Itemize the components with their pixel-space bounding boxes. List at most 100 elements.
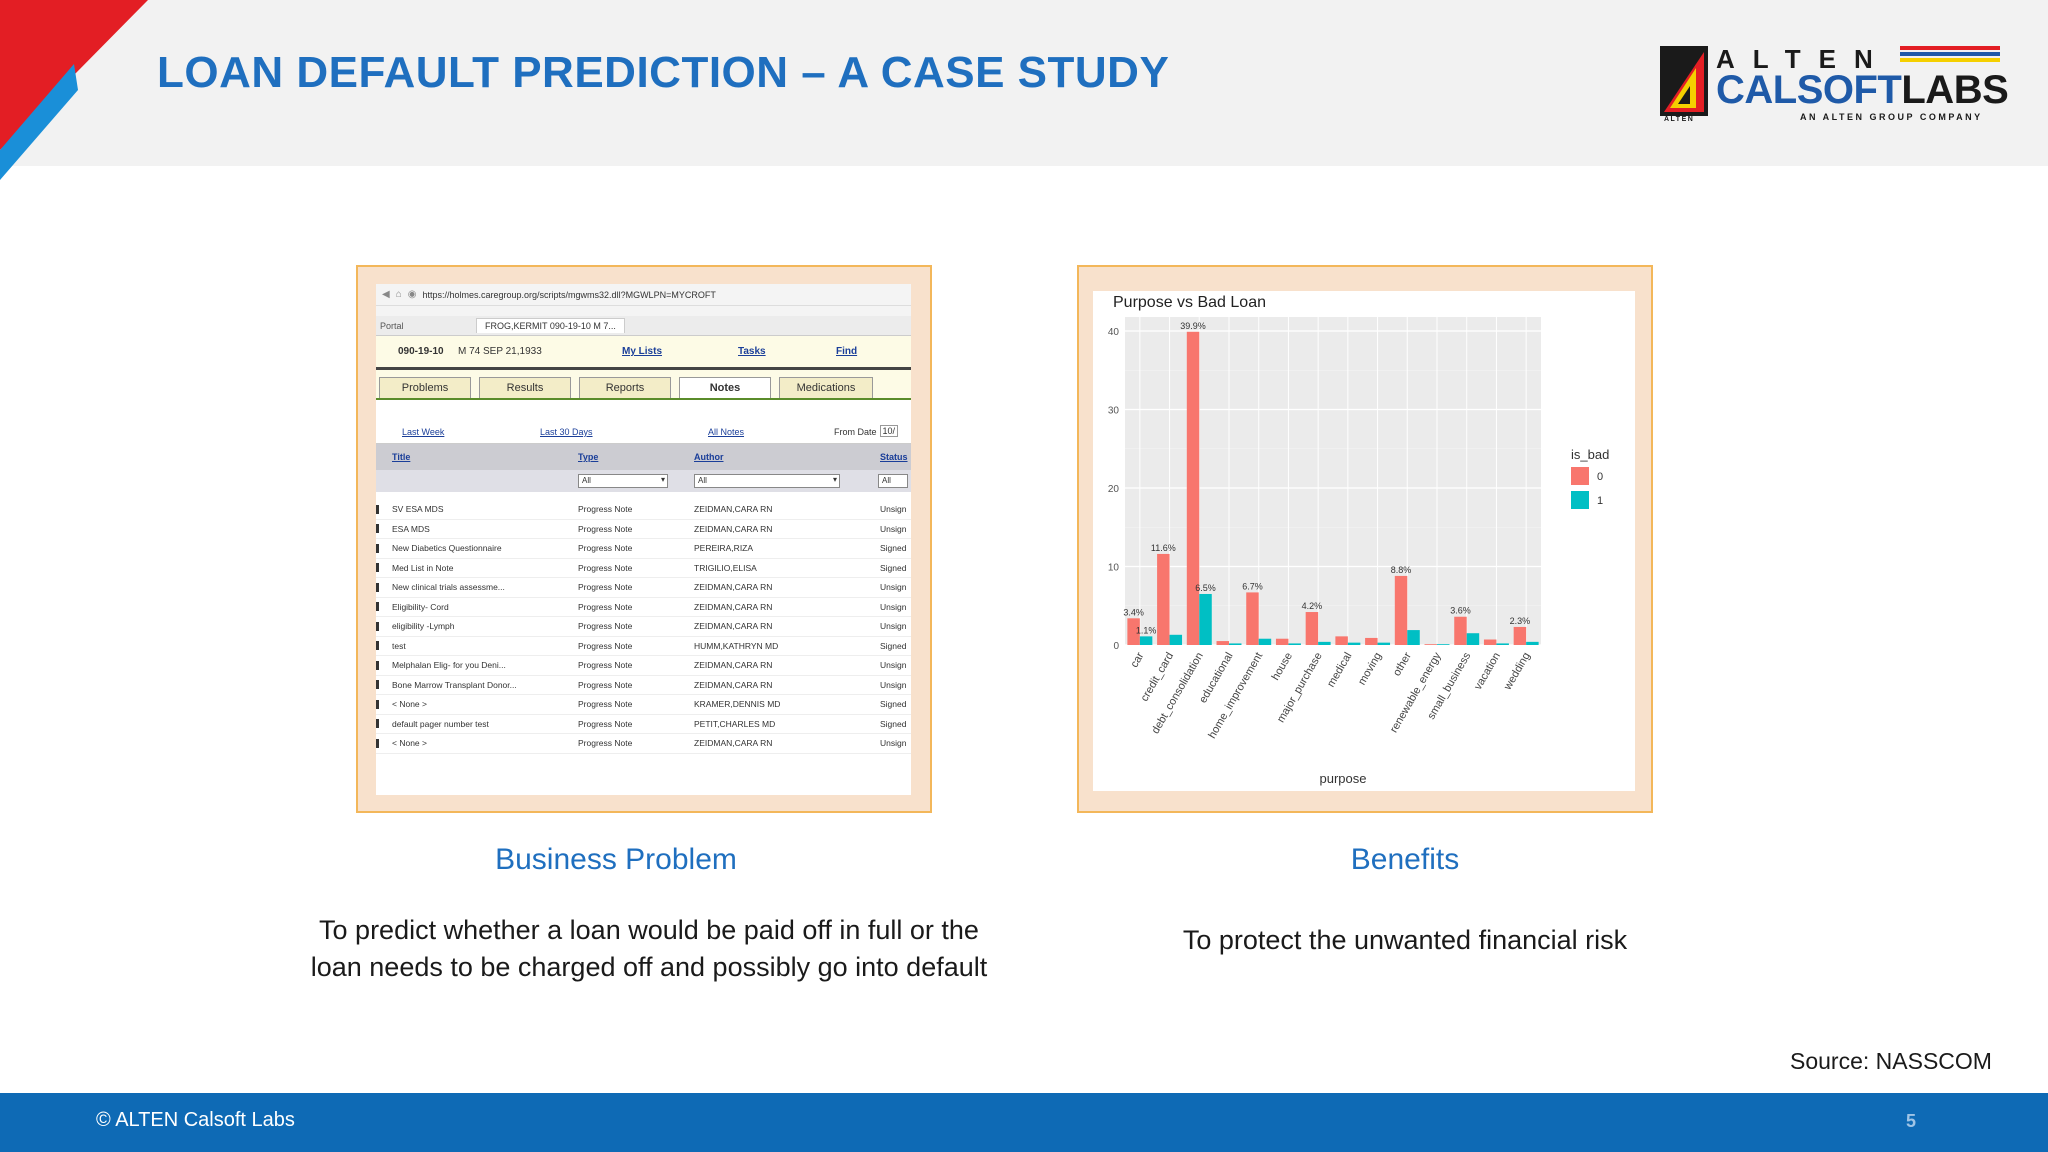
bar-0-debt_consolidation <box>1186 331 1200 645</box>
emr-link-tasks: Tasks <box>738 346 766 357</box>
logo-main-word: CALSOFTLABS <box>1716 68 2009 113</box>
corner-blue-stripe <box>0 64 78 180</box>
data-label: 3.6% <box>1450 606 1471 616</box>
bar-0-car <box>1127 618 1140 645</box>
cell-type: Progress Note <box>578 718 633 729</box>
cell-title: Bone Marrow Transplant Donor... <box>392 679 517 690</box>
cell-type: Progress Note <box>578 601 633 612</box>
emr-filter-lastweek: Last Week <box>402 427 445 437</box>
x-tick-label: vacation <box>1472 651 1503 692</box>
x-tick-label: medical <box>1325 651 1354 690</box>
cell-author: ZEIDMAN,CARA RN <box>694 621 773 632</box>
emr-filter-all: All Notes <box>708 427 745 437</box>
cell-author: HUMM,KATHRYN MD <box>694 640 779 651</box>
chart-container: 0 10 20 30 40 3.4% 1.1% car 11.6% credit_card 39.9… <box>1093 291 1635 791</box>
y-tick-label: 30 <box>1108 406 1120 417</box>
bar-1-vacation <box>1496 643 1509 645</box>
bar-1-car <box>1139 636 1153 645</box>
emr-patient-info: 090-19-10 M 74 SEP 21,1933 My Lists Task… <box>376 336 911 370</box>
bar-0-small_business <box>1454 616 1467 645</box>
emr-filter-from-value: 10/ <box>879 425 899 437</box>
emr-url-text: https://holmes.caregroup.org/scripts/mgw… <box>422 289 716 300</box>
cell-title: < None > <box>392 699 427 710</box>
bar-0-house <box>1275 638 1289 645</box>
cell-status: Signed <box>880 718 907 729</box>
emr-filter-selects: All ▾ All ▾ All <box>376 470 911 492</box>
emr-tab-portal: Portal <box>380 320 404 331</box>
data-label: 11.6% <box>1151 543 1176 553</box>
cell-title: eligibility -Lymph <box>392 621 455 632</box>
row-marker <box>376 660 379 670</box>
purpose-vs-bad-loan-chart: 0102030403.4%1.1%car11.6%credit_card39.9… <box>1108 294 1609 786</box>
cell-title: test <box>392 640 406 651</box>
table-row: SV ESA MDS Progress Note ZEIDMAN,CARA RN Un… <box>376 500 911 520</box>
cell-author: PETIT,CHARLES MD <box>694 718 776 729</box>
emr-select-author: All ▾ <box>694 474 840 488</box>
emr-tab-medications: Medications <box>779 377 873 398</box>
bar-1-medical <box>1347 642 1361 645</box>
source-note: Source: NASSCOM <box>1790 1048 1992 1074</box>
cell-status: Unsign <box>880 504 907 515</box>
emr-tab-results: Results <box>479 377 571 398</box>
emr-col-status: Status <box>880 452 908 462</box>
cell-status: Signed <box>880 562 907 573</box>
cell-title: default pager number test <box>392 718 489 729</box>
cell-author: ZEIDMAN,CARA RN <box>694 523 773 534</box>
table-row: default pager number test Progress Note PE… <box>376 715 911 734</box>
data-label: 4.2% <box>1302 601 1323 611</box>
business-problem-line-2: loan needs to be charged off and possibl… <box>310 952 988 982</box>
bar-1-house <box>1288 643 1301 645</box>
cell-status: Signed <box>880 699 907 710</box>
table-row: Med List in Note Progress Note TRIGILIO,EL… <box>376 559 911 578</box>
dropdown-arrow-icon: ▾ <box>660 475 665 484</box>
cell-title: New Diabetics Questionnaire <box>392 543 502 554</box>
logo-mark-icon <box>1660 46 1708 116</box>
cell-author: KRAMER,DENNIS MD <box>694 699 781 710</box>
data-label: 1.1% <box>1136 625 1157 635</box>
footer-bar: © ALTEN Calsoft Labs 5 <box>0 1093 2048 1152</box>
cell-type: Progress Note <box>578 660 633 671</box>
back-icon: ◀ <box>382 289 390 300</box>
cell-title: ESA MDS <box>392 523 430 534</box>
table-row: Bone Marrow Transplant Donor... Progress … <box>376 676 911 695</box>
data-label: 6.5% <box>1195 583 1216 593</box>
bar-0-renewable_energy <box>1424 644 1437 645</box>
emr-filter-last30: Last 30 Days <box>540 427 593 437</box>
logo-word-labs: LABS <box>1901 68 2009 112</box>
cell-title: Melphalan Elig- for you Deni... <box>392 660 506 671</box>
emr-gap <box>376 306 911 316</box>
data-label: 6.7% <box>1242 581 1263 591</box>
corner-accent <box>0 0 148 180</box>
table-row: < None > Progress Note ZEIDMAN,CARA RN Unsi… <box>376 734 911 754</box>
table-row: New clinical trials assessme... Progress … <box>376 578 911 598</box>
cell-type: Progress Note <box>578 738 633 749</box>
legend-label-0: 0 <box>1597 471 1603 483</box>
row-marker <box>376 680 379 690</box>
emr-select-author-value: All <box>698 476 707 485</box>
emr-select-status: All <box>878 474 908 488</box>
logo-top-word: ALTEN <box>1716 44 1891 74</box>
bar-0-home_improvement <box>1246 592 1259 645</box>
y-tick-label: 10 <box>1108 563 1120 574</box>
emr-table-header: Title Type Author Status <box>376 444 911 470</box>
row-marker <box>376 621 379 631</box>
cell-status: Unsign <box>880 738 907 749</box>
cell-author: ZEIDMAN,CARA RN <box>694 601 773 612</box>
cell-status: Unsign <box>880 523 907 534</box>
business-problem-text: To predict whether a loan would be paid … <box>246 912 1052 986</box>
bar-0-credit_card <box>1157 553 1170 645</box>
bar-1-major_purchase <box>1318 641 1331 645</box>
bar-1-educational <box>1229 643 1242 645</box>
x-tick-label: car <box>1128 650 1146 670</box>
bar-1-moving <box>1377 642 1391 645</box>
header-band: LOAN DEFAULT PREDICTION – A CASE STUDY A… <box>0 0 2048 180</box>
emr-link-find: Find <box>836 346 858 357</box>
emr-browser-tabs: Portal FROG,KERMIT 090-19-10 M 7... <box>376 316 911 336</box>
emr-tab-problems: Problems <box>379 377 471 398</box>
emr-filters: Last Week Last 30 Days All Notes From Da… <box>376 400 911 444</box>
legend-label-1: 1 <box>1597 495 1603 507</box>
bar-1-other <box>1407 630 1420 645</box>
legend-key-0 <box>1571 467 1589 485</box>
emr-tab-reports: Reports <box>579 377 671 398</box>
cell-type: Progress Note <box>578 504 633 515</box>
